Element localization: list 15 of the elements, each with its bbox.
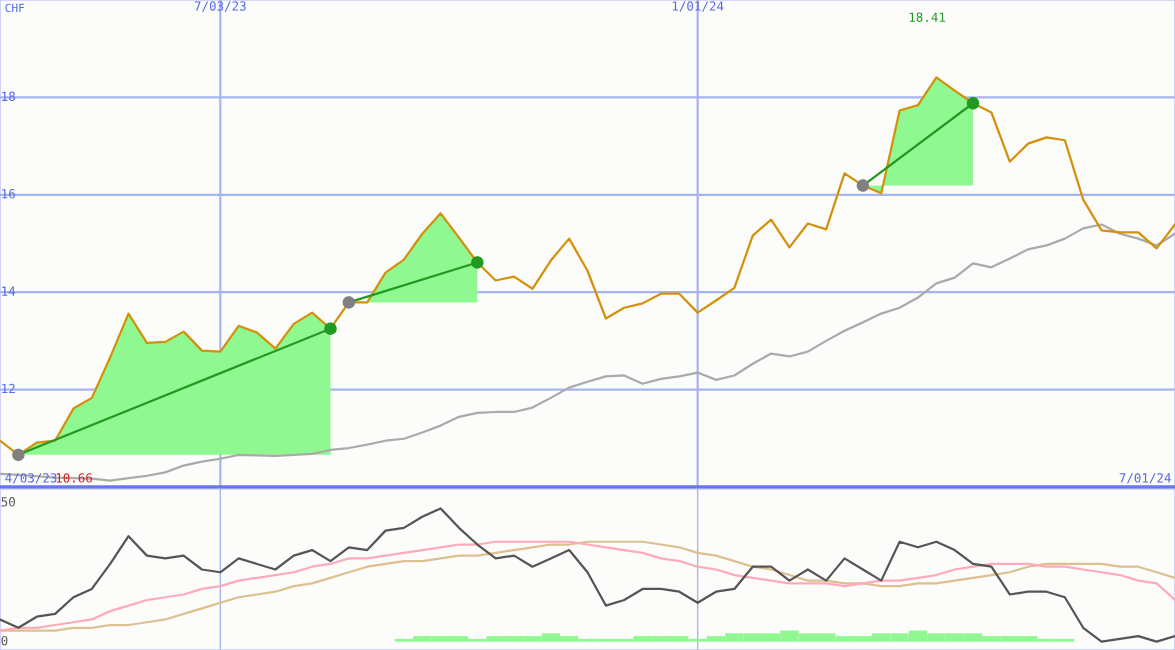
line-series	[0, 223, 1175, 482]
y-axis-title: CHF	[5, 3, 25, 13]
line-series	[0, 540, 1175, 632]
annotation: 10.66	[56, 473, 93, 483]
x-tick-label: 7/03/23	[194, 1, 246, 12]
annotation: 4/03/23	[5, 473, 57, 484]
x-tick-label: 1/01/24	[672, 1, 724, 12]
annotation: 7/01/24	[1119, 473, 1171, 484]
annotation: 18.41	[909, 12, 946, 22]
y-tick-label: 50	[1, 497, 15, 507]
y-tick-label: 0	[1, 635, 8, 646]
y-tick-label: 12	[2, 383, 15, 394]
y-tick-label: 14	[2, 286, 16, 296]
y-tick-label: 18	[2, 91, 15, 102]
y-tick-label: 16	[2, 189, 15, 199]
